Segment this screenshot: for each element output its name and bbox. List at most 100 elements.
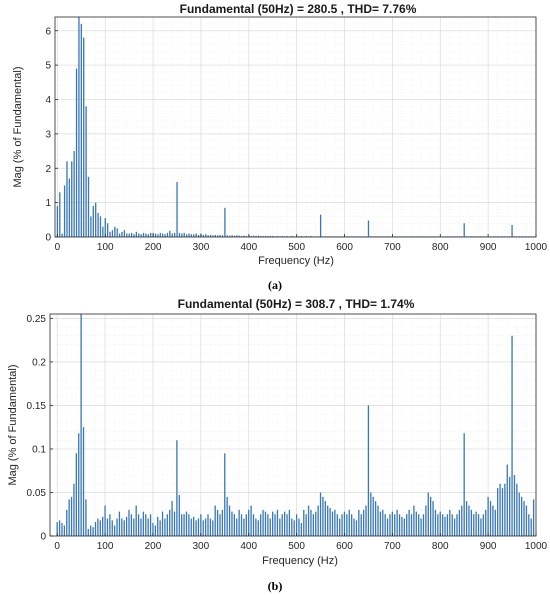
chart-b-bar [461,505,463,536]
chart-a-x-tick-label: 900 [480,242,497,253]
chart-b-bar [334,509,336,536]
chart-b-bar [99,520,101,536]
chart-a-bar [145,233,147,237]
chart-b-bar [94,522,97,536]
chart-a-bar [233,235,236,237]
chart-a-x-tick-label: 500 [288,242,305,253]
chart-b-bar [449,509,451,536]
chart-b-x-tick-label: 900 [480,541,497,552]
chart-b-bar [190,518,192,536]
chart-a-bar [85,106,87,237]
chart-b-bar [157,516,159,536]
chart-a-bar [75,68,78,237]
chart-b-bar [154,525,156,536]
chart-a-bar [281,235,283,237]
chart-b-bar [468,505,470,536]
chart-a-bar [87,176,90,237]
chart-b-bar [300,522,303,536]
chart-b-bar [532,499,535,536]
chart-b-bar [516,483,518,536]
chart-a-bar [276,235,279,237]
chart-b-bar [425,505,427,536]
chart-b-bar [236,518,238,536]
chart-b-bar [276,509,279,536]
chart-b-bar [434,509,437,536]
chart-a-y-tick-label: 3 [45,129,51,140]
chart-b-bar [499,483,501,536]
chart-b-bar [348,509,350,536]
chart-b-bar [360,514,362,536]
chart-a-grid [55,16,537,238]
chart-b-bar [394,514,396,536]
chart-a-bar [56,206,59,237]
chart-b-bar [398,514,401,536]
chart-a-bar [221,235,224,237]
chart-b-y-tick-label: 0.15 [27,401,47,412]
chart-a-y-tick-label: 1 [45,198,51,209]
chart-b-bar [240,514,243,536]
chart-a-bar [118,233,121,237]
chart-b-bar [248,509,250,536]
chart-b-bar [410,514,413,536]
chart-b-bar [446,514,449,536]
chart-b-bar [195,520,197,536]
chart-b-bar [494,509,496,536]
chart-b-bar [437,514,439,536]
chart-b-bar [73,483,75,536]
chart-b-bar [123,520,125,536]
chart-b-bar [430,496,432,536]
chart-b-x-tick-label: 1000 [525,541,548,552]
chart-b-bar [87,529,89,536]
chart-b-caption: (b) [268,579,283,593]
chart-b-bar [121,518,123,536]
chart-b-bar [456,514,458,536]
chart-b-axes-frame [49,313,537,537]
chart-a-bar [140,234,142,237]
chart-b-bar [257,520,259,536]
chart-a-bar [319,214,322,237]
chart-b-bar [370,492,372,536]
chart-a-bar [142,232,145,237]
chart-a-y-axis-label: Mag (% of Fundamental) [12,66,24,187]
chart-b-bar [463,433,465,536]
chart-a-bar [116,228,118,237]
chart-a-y-ticks: 0 1 2 3 4 5 6 [45,26,58,244]
chart-b-bar [169,509,171,536]
chart-b-bar [279,518,281,536]
chart-a-x-tick-label: 400 [240,242,257,253]
chart-b-bar [185,511,188,536]
chart-b-bar [339,518,341,536]
chart-a-bar [178,232,181,237]
chart-b-bar [441,514,444,536]
chart-a-bar [224,207,226,237]
chart-b-bar [181,514,183,536]
chart-b-x-tick-label: 100 [97,541,114,552]
chart-b-bar [70,496,73,536]
chart-b-bar [327,505,329,536]
chart-a-bar [240,235,243,237]
chart-b-x-tick-label: 700 [384,541,401,552]
chart-a-bar [257,235,260,237]
chart-b-bar [317,505,319,536]
chart-a-bar [169,230,171,237]
chart-a-bar [367,220,370,237]
chart-a-bar [123,230,126,237]
chart-b-bar [298,518,300,536]
chart-b-bar [504,483,506,536]
chart-a-caption: (a) [268,278,282,292]
chart-b-x-tick-label: 200 [145,541,162,552]
chart-a-bar [73,151,75,237]
chart-b-bar [310,509,312,536]
chart-a-bar [130,232,133,237]
chart-b-bar [520,496,523,536]
chart-b-y-tick-label: 0.2 [32,357,46,368]
chart-a-bar [111,230,114,237]
chart-b-bar [147,518,149,536]
chart-a-bar [106,223,109,237]
chart-a-bar [214,234,216,237]
chart-a-bar [511,224,513,237]
chart-b-bar [295,514,298,536]
chart-b-bar [322,496,324,536]
chart-b-bar [305,514,307,536]
chart-b-bar [106,518,109,536]
